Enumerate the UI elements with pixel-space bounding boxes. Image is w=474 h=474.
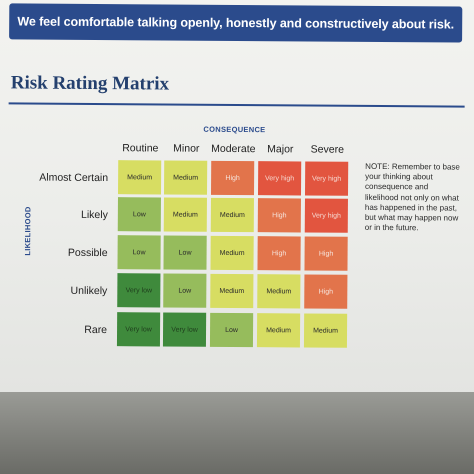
row-header-almost-certain: Almost Certain (39, 171, 109, 185)
matrix-cell: Low (163, 235, 207, 270)
matrix-cell: Very low (117, 273, 161, 308)
likelihood-axis-label: LIKELIHOOD (23, 206, 33, 256)
matrix-cell: Very low (162, 312, 207, 347)
matrix-cell: Very high (304, 161, 349, 196)
matrix-cell: Medium (303, 313, 348, 348)
matrix-cell: Medium (164, 160, 208, 195)
column-header-severe: Severe (310, 143, 345, 156)
matrix-cell: Very high (304, 198, 348, 233)
banner: We feel comfortable talking openly, hone… (9, 3, 463, 43)
title-divider (8, 102, 465, 108)
row-header-rare: Rare (84, 323, 108, 337)
matrix-cell: Low (117, 197, 161, 232)
matrix-cell: Very low (116, 312, 161, 347)
matrix-cell: Very high (257, 161, 302, 196)
matrix-cell: High (211, 160, 255, 196)
row-header-possible: Possible (67, 246, 108, 260)
matrix-cell: Low (209, 312, 254, 348)
matrix-cell: High (304, 274, 348, 309)
matrix-cell: High (257, 198, 301, 233)
matrix-cell: Medium (118, 160, 162, 195)
matrix-cell: Medium (210, 273, 254, 309)
consequence-axis-label: CONSEQUENCE (203, 124, 266, 135)
matrix-cell: Low (163, 273, 207, 308)
matrix-cell: Medium (163, 197, 207, 232)
column-header-routine: Routine (122, 142, 159, 155)
page-title: Risk Rating Matrix (10, 72, 170, 95)
row-header-unlikely: Unlikely (70, 284, 108, 298)
column-header-minor: Minor (173, 142, 200, 155)
matrix-cell: Medium (256, 313, 301, 348)
matrix-cell: Low (117, 235, 161, 270)
paper-sheet: We feel comfortable talking openly, hone… (0, 0, 474, 396)
matrix-cell: Medium (257, 274, 301, 309)
matrix-cell: Medium (210, 235, 254, 271)
note-text: NOTE: Remember to base your thinking abo… (364, 161, 460, 233)
row-header-likely: Likely (80, 208, 108, 222)
matrix-cell: High (304, 236, 348, 271)
column-header-moderate: Moderate (211, 142, 256, 156)
desk-surface (0, 392, 474, 474)
column-header-major: Major (267, 143, 294, 156)
matrix-cell: Medium (210, 197, 254, 233)
banner-text: We feel comfortable talking openly, hone… (17, 14, 455, 32)
matrix-cell: High (257, 236, 301, 271)
